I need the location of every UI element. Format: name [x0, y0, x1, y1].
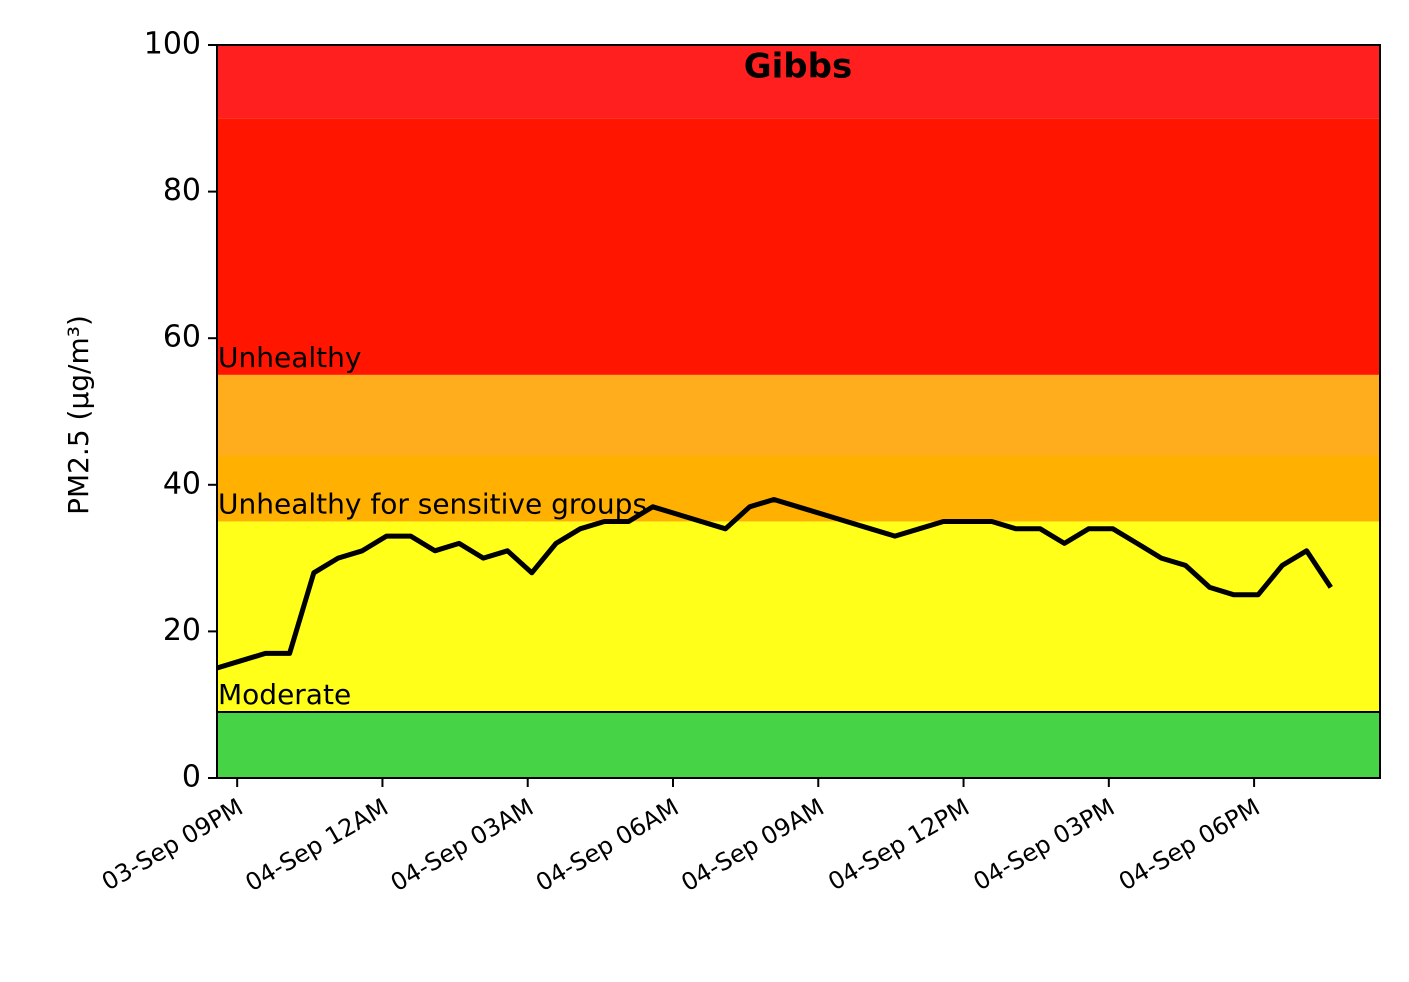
x-tick-label: 04-Sep 06PM	[1114, 793, 1265, 896]
aqi-band	[217, 374, 1380, 456]
x-tick-label: 04-Sep 09AM	[676, 793, 828, 897]
plot-area	[216, 45, 1380, 778]
x-tick-label: 04-Sep 03PM	[969, 793, 1120, 896]
y-axis-label: PM2.5 (µg/m³)	[62, 315, 95, 515]
band-label: Unhealthy	[218, 341, 361, 374]
x-tick-label: 04-Sep 12AM	[241, 793, 393, 897]
y-tick-label: 60	[163, 320, 201, 355]
band-label: Unhealthy for sensitive groups	[218, 487, 647, 520]
y-tick-label: 20	[163, 613, 201, 648]
x-tick-label: 04-Sep 06AM	[531, 793, 683, 897]
data-line	[216, 497, 1333, 671]
aqi-band	[217, 712, 1380, 778]
band-label: Moderate	[218, 678, 351, 711]
aqi-band	[217, 455, 1380, 522]
x-tick-label: 04-Sep 12PM	[823, 793, 974, 896]
x-tick-label: 04-Sep 03AM	[386, 793, 538, 897]
y-tick-label: 0	[182, 760, 201, 795]
aqi-band	[217, 45, 1380, 119]
y-tick-label: 80	[163, 173, 201, 208]
y-tick-label: 40	[163, 466, 201, 501]
y-tick-label: 100	[144, 27, 201, 62]
chart-title: Gibbs	[744, 47, 852, 87]
aqi-band	[217, 118, 1380, 375]
x-tick-label: 03-Sep 09PM	[97, 793, 248, 896]
aqi-band	[217, 521, 1380, 713]
plot-frame	[216, 44, 1381, 779]
